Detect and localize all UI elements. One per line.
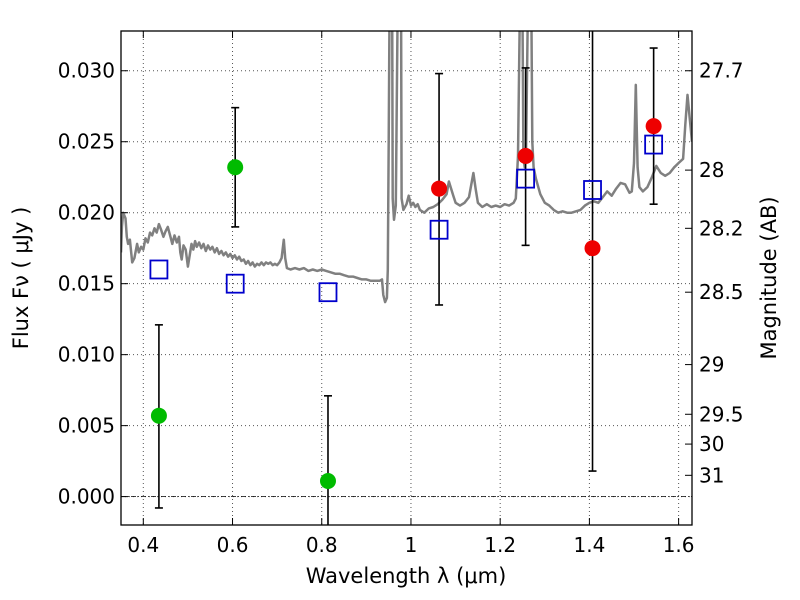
model-square-marker: [429, 219, 449, 240]
x-tick-label: 0.4: [127, 533, 159, 557]
model-square-marker: [318, 282, 338, 303]
plot-frame: [120, 30, 693, 526]
model-square-marker: [644, 134, 664, 155]
y2-tick-label: 27.7: [699, 59, 744, 83]
y-axis-ticks: 0.000 0.005 0.010 0.015 0.020 0.025 0.030: [58, 59, 128, 509]
model-square-marker: [149, 259, 169, 280]
x-tick-label: 0.8: [306, 533, 338, 557]
y2-tick-label: 31: [699, 463, 724, 487]
y-tick-label: 0.015: [58, 272, 115, 296]
y2-axis-ticks: 27.7 28 28.2 28.5 29 29.5 30 31: [685, 59, 744, 487]
x-tick-label: 1.2: [484, 533, 516, 557]
plot-background: [121, 31, 692, 525]
y-tick-label: 0.020: [58, 201, 115, 225]
x-axis-label: Wavelength λ (μm): [306, 564, 507, 588]
red-data-point: [517, 147, 534, 164]
red-data-point: [645, 118, 662, 135]
y2-axis-label: Magnitude (AB): [757, 196, 781, 359]
green-data-point: [150, 407, 167, 424]
red-data-point: [584, 240, 601, 257]
y2-tick-label: 28.5: [699, 280, 744, 304]
sed-model-layer: [121, 31, 692, 304]
green-data-point: [227, 159, 244, 176]
y2-tick-label: 28.2: [699, 216, 744, 240]
model-square-marker: [516, 168, 536, 189]
x-tick-label: 1: [405, 533, 418, 557]
y-tick-label: 0.030: [58, 59, 115, 83]
y-tick-label: 0.025: [58, 130, 115, 154]
x-axis-ticks: 0.4 0.6 0.8 1 1.2 1.4 1.6: [127, 31, 695, 557]
y-tick-label: 0.010: [58, 343, 115, 367]
y-tick-label: 0.005: [58, 414, 115, 438]
x-tick-label: 0.6: [217, 533, 249, 557]
y2-tick-label: 30: [699, 432, 724, 456]
y2-tick-label: 29.5: [699, 402, 744, 426]
y2-tick-label: 29: [699, 353, 724, 377]
red-data-point: [431, 180, 448, 197]
green-data-point: [319, 472, 336, 489]
y-tick-label: 0.000: [58, 485, 115, 509]
model-square-layer: [149, 134, 664, 303]
y2-tick-label: 28: [699, 158, 724, 182]
model-square-marker: [583, 180, 602, 200]
sed-model-line: [121, 31, 692, 304]
y-axis-label: Flux Fν ( μJy ): [9, 207, 33, 350]
x-tick-label: 1.6: [663, 533, 695, 557]
model-square-marker: [225, 273, 245, 294]
measured-point-layer: [150, 118, 662, 489]
x-tick-label: 1.4: [573, 533, 605, 557]
